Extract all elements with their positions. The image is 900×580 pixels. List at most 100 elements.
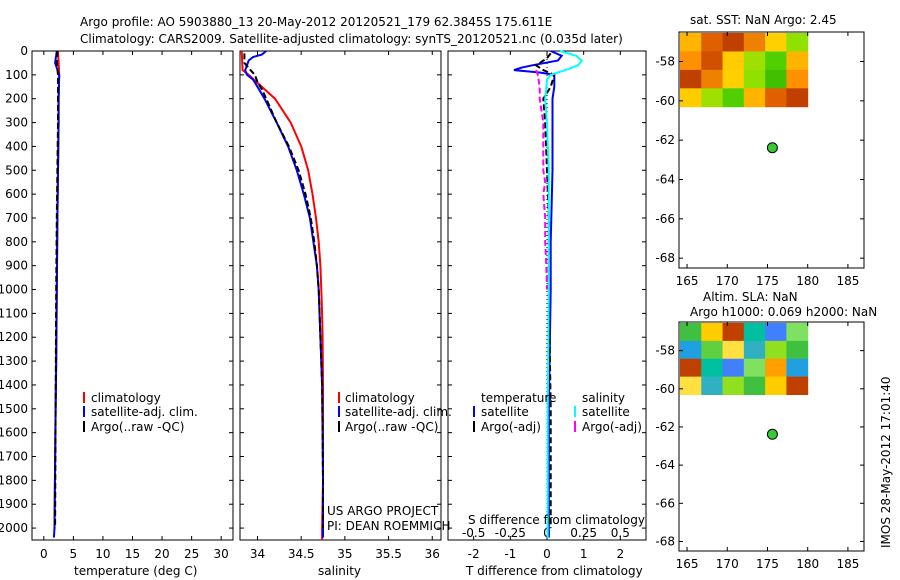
legend-sal-argo: Argo(-adj) bbox=[582, 420, 642, 434]
map-y-tick-label: -60 bbox=[655, 94, 675, 108]
legend-temp-satellite: satellite bbox=[481, 405, 529, 419]
depth-tick-label: 1600 bbox=[0, 426, 28, 440]
map-x-tick-label: 185 bbox=[836, 557, 859, 571]
field-cell bbox=[701, 376, 724, 396]
x-tick-label: 15 bbox=[125, 547, 140, 561]
field-cell bbox=[722, 358, 745, 378]
depth-tick-label: 200 bbox=[5, 92, 28, 106]
map-y-tick-label: -68 bbox=[655, 251, 675, 265]
series-line bbox=[513, 50, 564, 538]
map-y-tick-label: -60 bbox=[655, 382, 675, 396]
field-cell bbox=[786, 33, 809, 52]
map2-title-2: Argo h1000: 0.069 h2000: NaN bbox=[690, 305, 877, 319]
field-cell bbox=[743, 358, 766, 378]
salinity-xlabel: salinity bbox=[318, 564, 361, 578]
depth-tick-label: 1100 bbox=[0, 306, 28, 320]
footer-timestamp: IMOS 28-May-2012 17:01:40 bbox=[879, 376, 893, 548]
field-cell bbox=[765, 340, 787, 360]
field-cell bbox=[786, 69, 809, 89]
field-cell bbox=[680, 340, 702, 360]
map-x-tick-label: 185 bbox=[836, 274, 859, 288]
map-x-tick-label: 165 bbox=[676, 274, 699, 288]
legend-satellite-adj: satellite-adj. clim. bbox=[91, 405, 198, 419]
top-tick-label: 0.25 bbox=[570, 526, 597, 540]
field-cell bbox=[680, 323, 702, 342]
series-line bbox=[54, 50, 59, 529]
x-tick-label: 2 bbox=[617, 547, 625, 561]
profile-panels: 0 5 10 15 20 25 30 34 34.5 35 35.5 36 -2 -1 0 1 2 -0.5 -0.… bbox=[32, 50, 646, 561]
depth-tick-label: 800 bbox=[5, 235, 28, 249]
top-tick-label: -0.5 bbox=[462, 526, 485, 540]
x-tick-label: -1 bbox=[504, 547, 516, 561]
x-tick-label: 34.5 bbox=[288, 547, 315, 561]
field-cell bbox=[765, 323, 787, 342]
title-line-2: Climatology: CARS2009. Satellite-adjuste… bbox=[80, 32, 623, 46]
legend-argo: Argo(..raw -QC) bbox=[91, 420, 184, 434]
temperature-legend: climatology satellite-adj. clim. Argo(..… bbox=[83, 391, 198, 434]
x-tick-label: 35 bbox=[337, 547, 352, 561]
depth-tick-label: 1800 bbox=[0, 473, 28, 487]
legend-temp-argo: Argo(-adj) bbox=[481, 420, 541, 434]
x-tick-label: 20 bbox=[154, 547, 169, 561]
field-cell bbox=[680, 88, 702, 108]
map2-title-1: Altim. SLA: NaN bbox=[703, 290, 798, 304]
map-x-tick-label: 170 bbox=[716, 557, 739, 571]
field-cell bbox=[722, 88, 745, 108]
field-cell bbox=[786, 88, 809, 108]
field-cell bbox=[722, 33, 745, 52]
map1-title: sat. SST: NaN Argo: 2.45 bbox=[690, 13, 837, 27]
depth-tick-label: 400 bbox=[5, 139, 28, 153]
annotation-project: US ARGO PROJECT bbox=[327, 504, 439, 518]
map-x-tick-label: 180 bbox=[796, 274, 819, 288]
depth-tick-label: 1300 bbox=[0, 354, 28, 368]
map-y-tick-label: -58 bbox=[655, 344, 675, 358]
x-tick-label: 34 bbox=[250, 547, 265, 561]
legend-sal-satellite: satellite bbox=[582, 405, 630, 419]
field-cell bbox=[701, 33, 724, 52]
series-line bbox=[544, 50, 584, 538]
annotation-pi: PI: DEAN ROEMMICH bbox=[327, 519, 450, 533]
series-line bbox=[243, 53, 324, 529]
x-tick-label: 35.5 bbox=[375, 547, 402, 561]
float-position-marker bbox=[766, 142, 778, 154]
x-tick-label: 25 bbox=[184, 547, 199, 561]
field-cell bbox=[786, 358, 809, 378]
title-line-1: Argo profile: AO 5903880_13 20-May-2012 … bbox=[80, 15, 552, 29]
legend-climatology: climatology bbox=[345, 391, 415, 405]
map-y-tick-label: -62 bbox=[655, 420, 675, 434]
x-tick-label: 0 bbox=[543, 547, 551, 561]
map-y-tick-label: -62 bbox=[655, 133, 675, 147]
series-line bbox=[240, 50, 324, 540]
map-y-tick-label: -64 bbox=[655, 173, 675, 187]
x-tick-label: -2 bbox=[468, 547, 480, 561]
x-tick-label: 30 bbox=[214, 547, 229, 561]
field-cell bbox=[701, 358, 724, 378]
field-cell bbox=[786, 51, 809, 71]
field-cell bbox=[701, 51, 724, 71]
field-cell bbox=[701, 69, 724, 89]
legend-satellite-adj: satellite-adj. clim. bbox=[345, 405, 452, 419]
x-tick-label: 5 bbox=[70, 547, 78, 561]
field-cell bbox=[680, 51, 702, 71]
top-tick-label: -0.25 bbox=[495, 526, 526, 540]
map-y-tick-label: -58 bbox=[655, 55, 675, 69]
field-cell bbox=[743, 340, 766, 360]
depth-tick-label: 0 bbox=[20, 44, 28, 58]
depth-tick-label: 300 bbox=[5, 116, 28, 130]
map-frame bbox=[678, 31, 865, 269]
depth-tick-label: 1000 bbox=[0, 283, 28, 297]
field-cell bbox=[722, 340, 745, 360]
depth-tick-label: 1400 bbox=[0, 378, 28, 392]
depth-tick-label: 600 bbox=[5, 187, 28, 201]
difference-legend: temperature salinity satellite Argo(-adj… bbox=[468, 391, 645, 527]
depth-axis: 0 100 200 300 400 500 600 700 800 900 1000 1100 1200… bbox=[0, 44, 28, 535]
field-cell bbox=[680, 33, 702, 52]
field-cell bbox=[743, 33, 766, 52]
field-cell bbox=[701, 323, 724, 342]
x-tick-label: 36 bbox=[425, 547, 440, 561]
field-cell bbox=[786, 323, 809, 342]
map-y-tick-label: -64 bbox=[655, 458, 675, 472]
series-line bbox=[534, 52, 556, 529]
field-cell bbox=[765, 51, 787, 71]
field-cell bbox=[743, 51, 766, 71]
